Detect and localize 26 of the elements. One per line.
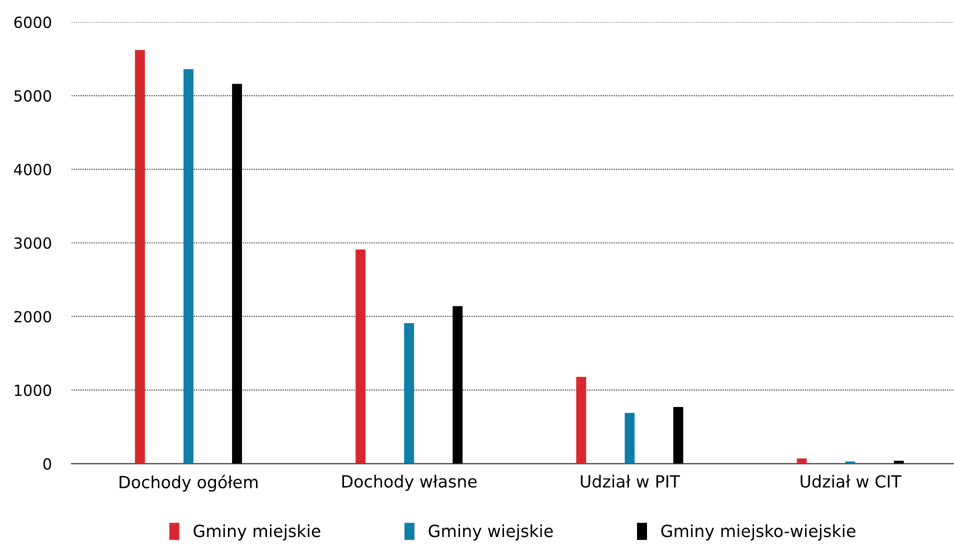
bar (452, 306, 463, 464)
y-tick-label: 5000 (14, 90, 52, 102)
bar (184, 69, 194, 464)
y-tick-label: 4000 (14, 164, 52, 176)
x-tick-label: Dochody ogółem (120, 474, 258, 492)
bar (576, 376, 586, 464)
y-tick-label: 2000 (14, 310, 52, 322)
y-tick-label: 6000 (14, 16, 52, 28)
bar (232, 84, 242, 464)
legend-label: Gminy miejskie (194, 524, 320, 540)
legend-label: Gminy miejsko-wiejskie (661, 524, 856, 540)
y-tick-label: 1000 (14, 384, 52, 396)
y-tick-label: 0 (43, 458, 52, 470)
legend-label: Gminy wiejskie (428, 524, 553, 540)
bar (404, 323, 414, 464)
bar (894, 460, 904, 464)
bar (134, 50, 145, 464)
bar (673, 407, 684, 464)
x-tick-label: Dochody własne (342, 474, 477, 491)
bar (845, 461, 856, 464)
bar (356, 250, 366, 464)
bar (624, 412, 635, 464)
bar (796, 458, 807, 464)
x-tick-label: Udział w CIT (800, 474, 902, 488)
y-tick-label: 3000 (14, 237, 52, 249)
x-tick-label: Udział w PIT (580, 474, 680, 488)
